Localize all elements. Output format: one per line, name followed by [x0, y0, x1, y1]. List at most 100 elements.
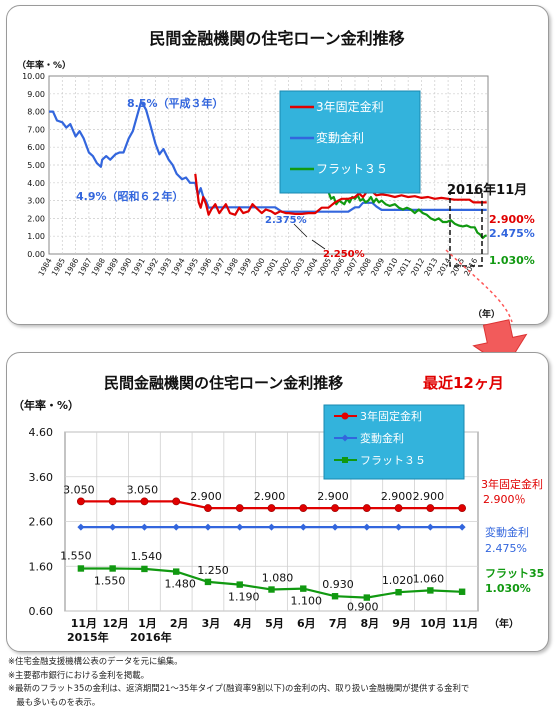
- flat35-end-value: 1.030%: [489, 254, 535, 267]
- x-tick-label: 3月: [202, 617, 221, 630]
- legend-label: フラット３５: [360, 454, 426, 467]
- variable-rate-point: [236, 523, 244, 531]
- variable-rate-point: [77, 523, 85, 531]
- variable-end-value: 2.475%: [489, 227, 535, 240]
- variable-rate-point: [363, 523, 371, 531]
- fixed-rate-point: [299, 504, 308, 512]
- flat35-value-label: 1.020: [382, 574, 414, 587]
- variable-rate-point: [426, 523, 434, 531]
- footnote: ※最新のフラット35の金利は、返済期間21～35年タイプ(融資率9割以下)の金利…: [8, 683, 470, 693]
- chart-subtitle: 最近12ヶ月: [423, 374, 504, 392]
- y-tick-label: 4.60: [29, 426, 54, 439]
- y-tick-label: 0.00: [27, 250, 45, 259]
- legend-label: 変動金利: [360, 431, 404, 445]
- flat35-point: [204, 578, 212, 586]
- fixed-value-label: 2.900: [317, 490, 349, 503]
- flat35-value-label: 0.930: [322, 578, 354, 591]
- flat35-point: [172, 568, 180, 575]
- fixed-rate-point: [140, 497, 149, 506]
- low-annotation: 4.9%（昭和６２年）: [76, 189, 184, 203]
- fixed-rate-point: [394, 504, 403, 512]
- variable-rate-point: [204, 523, 212, 531]
- flat35-end-value: 1.030%: [485, 582, 531, 595]
- x-tick-label: 2016: [462, 256, 479, 277]
- flat35-value-label: 0.900: [347, 601, 379, 614]
- recent-rate-chart: 民間金融機関の住宅ローン金利推移 最近12ヶ月 （年率・%） 0.60 1.60 2.60…: [13, 374, 544, 644]
- y-tick-label: 2.60: [29, 516, 54, 529]
- footnote: 最も多いものを表示。: [8, 696, 101, 707]
- legend-marker: [341, 434, 349, 442]
- x-tick-label: 5月: [265, 617, 284, 630]
- date-marker-label: 2016年11月: [447, 182, 527, 198]
- variable-rate-point: [268, 523, 275, 531]
- flat35-point: [331, 593, 339, 600]
- flat35-point: [268, 586, 275, 593]
- footnote: ※主要都市銀行における金利を掲載。: [8, 669, 150, 680]
- y-tick-label: 8.00: [27, 108, 45, 117]
- year-label: 2015年: [67, 630, 109, 644]
- flat35-point: [427, 587, 434, 594]
- footnote: ※住宅金融支援機構公表のデータを元に編集。: [8, 656, 183, 666]
- flat35-point: [77, 565, 85, 572]
- flat35-line: [327, 191, 487, 240]
- recent-chart-panel: 民間金融機関の住宅ローン金利推移 最近12ヶ月 （年率・%） 0.60 1.60 2.60…: [6, 352, 549, 652]
- flat35-value-label: 1.080: [262, 572, 294, 585]
- long-term-chart-panel: 民間金融機関の住宅ローン金利推移 （年率・%） 0.00 1.00 2.00 3.00 4.…: [6, 5, 549, 325]
- flat35-point: [458, 588, 466, 595]
- fixed-value-label: 2.900: [254, 490, 286, 503]
- y-tick-label: 1.60: [29, 560, 54, 573]
- variable-end-name: 変動金利: [485, 525, 529, 539]
- annotation-leader: [311, 239, 326, 250]
- fixed-end-value: 2.900％: [483, 493, 526, 506]
- chart-title: 民間金融機関の住宅ローン金利推移: [104, 374, 343, 392]
- fixed-value-label: 2.900: [190, 490, 222, 503]
- y-tick-label: 7.00: [27, 125, 45, 134]
- legend-marker: [341, 412, 349, 420]
- flat35-value-label: 1.190: [228, 591, 260, 604]
- y-tick-label: 4.00: [27, 179, 45, 188]
- variable-end-value: 2.475%: [485, 542, 527, 555]
- flat35-point: [363, 594, 371, 601]
- x-tick-label: 2月: [170, 617, 189, 630]
- x-tick-label: 4月: [233, 617, 252, 630]
- fixed-rate-point: [362, 504, 371, 512]
- x-tick-label: 10月: [420, 617, 446, 630]
- fixed-value-label: 2.900: [381, 490, 413, 503]
- flat35-end-name: フラット35: [485, 567, 544, 580]
- fixed-rate-point: [426, 504, 435, 512]
- fixed-rate-point: [235, 504, 244, 512]
- peak-annotation: 8.5%（平成３年）: [127, 96, 224, 110]
- x-unit-label: （年）: [489, 617, 519, 630]
- y-tick-label: 6.00: [27, 143, 45, 152]
- legend-label: フラット３５: [316, 162, 388, 176]
- y-tick-label: 0.60: [29, 605, 54, 618]
- chart-title: 民間金融機関の住宅ローン金利推移: [149, 29, 404, 48]
- x-tick-label: 6月: [297, 617, 316, 630]
- fixed-value-label: 2.900: [413, 490, 445, 503]
- variable-rate-point: [299, 523, 307, 531]
- x-tick-label: 1月: [138, 617, 157, 630]
- long-term-rate-chart: 民間金融機関の住宅ローン金利推移 （年率・%） 0.00 1.00 2.00 3.00 4.…: [17, 29, 535, 320]
- y-tick-label: 3.60: [29, 471, 54, 484]
- flat35-point: [300, 585, 307, 592]
- legend-label: 変動金利: [316, 130, 364, 145]
- fixed-rate-point: [172, 497, 181, 506]
- fixed-value-label: 3.050: [63, 483, 95, 496]
- y-unit-label: （年率・%）: [13, 398, 79, 412]
- flat35-point: [109, 565, 116, 572]
- flat35-point: [141, 565, 148, 573]
- x-tick-label: 7月: [329, 617, 348, 630]
- fixed-rate-point: [267, 504, 276, 512]
- fixed-rate-point: [76, 497, 85, 506]
- variable-drop-annotation: 2.375%: [265, 215, 307, 226]
- fixed-low-annotation: 2.250%: [323, 249, 365, 260]
- flat35-point: [236, 581, 243, 588]
- variable-rate-point: [140, 523, 148, 531]
- fixed-rate-point: [458, 504, 467, 512]
- flat35-value-label: 1.100: [291, 595, 323, 608]
- y-tick-label: 1.00: [27, 232, 45, 241]
- fixed-value-label: 3.050: [127, 483, 159, 496]
- fixed-end-value: 2.900%: [489, 213, 535, 226]
- flat35-value-label: 1.540: [131, 550, 163, 563]
